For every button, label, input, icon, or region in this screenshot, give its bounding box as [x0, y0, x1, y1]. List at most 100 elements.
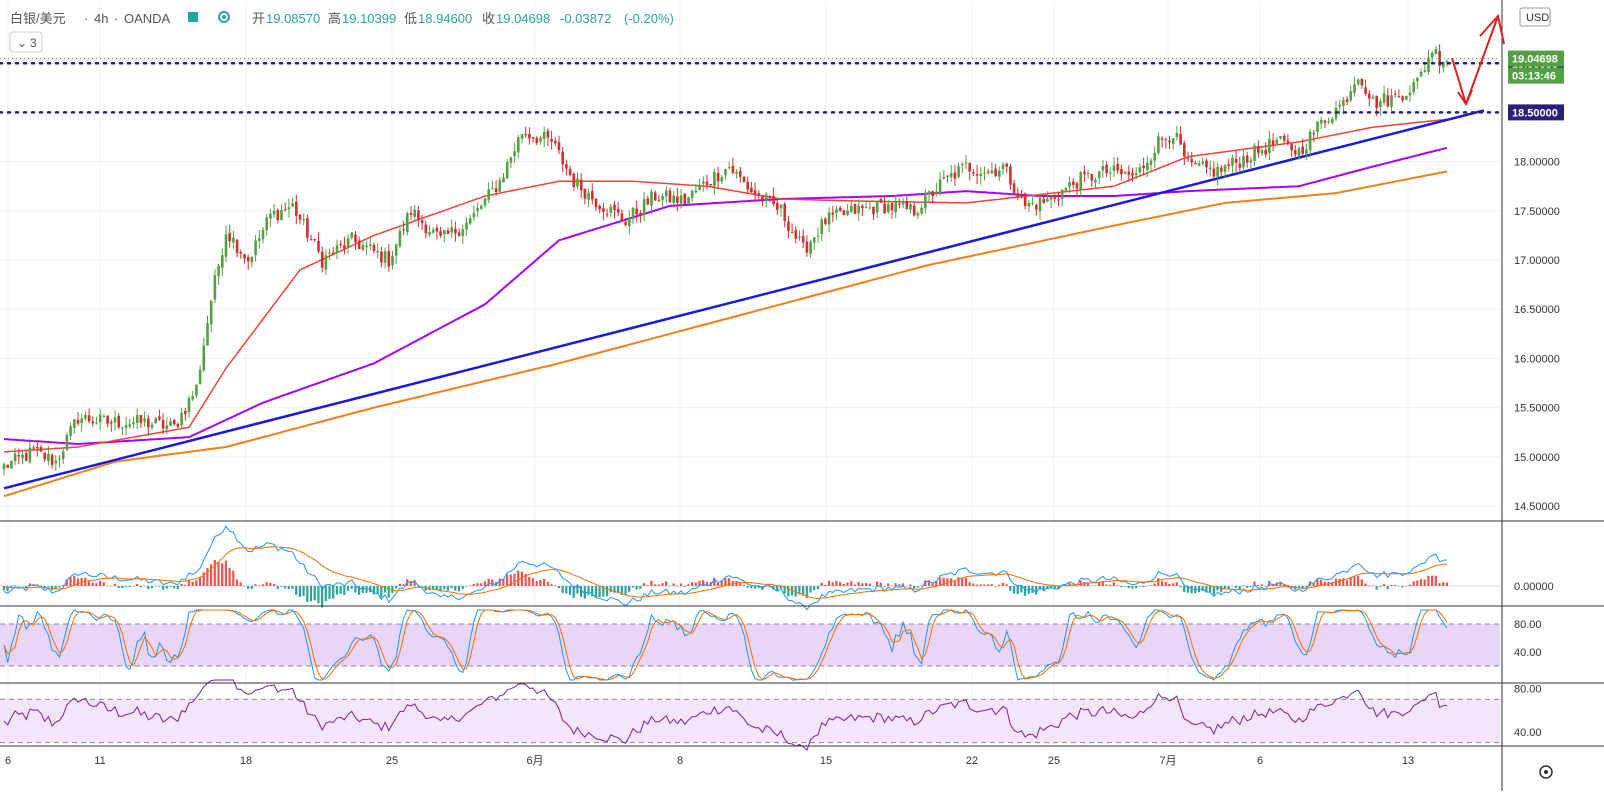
candle-body[interactable] [24, 453, 28, 461]
candle-body[interactable] [809, 241, 812, 254]
candle-body[interactable] [1035, 204, 1038, 210]
candle-body[interactable] [639, 212, 642, 215]
candle-body[interactable] [1412, 82, 1415, 92]
candle-body[interactable] [198, 369, 202, 384]
candle-body[interactable] [80, 418, 83, 423]
candle-body[interactable] [542, 132, 546, 139]
candle-body[interactable] [383, 251, 387, 263]
candle-body[interactable] [1072, 181, 1075, 185]
candle-body[interactable] [17, 454, 21, 457]
candle-body[interactable] [191, 396, 194, 400]
candle-body[interactable] [491, 188, 494, 190]
candle-body[interactable] [735, 171, 738, 175]
candle-body[interactable] [295, 201, 298, 216]
candle-body[interactable] [1005, 163, 1008, 167]
settings-gear-icon[interactable] [1539, 765, 1553, 779]
candle-body[interactable] [1375, 95, 1378, 108]
candle-body[interactable] [261, 229, 265, 240]
candle-body[interactable] [1393, 93, 1397, 95]
candle-body[interactable] [417, 210, 420, 220]
candle-body[interactable] [298, 214, 302, 220]
candle-body[interactable] [102, 415, 106, 417]
candle-body[interactable] [842, 210, 846, 216]
candle-body[interactable] [128, 424, 132, 427]
candle-body[interactable] [1397, 96, 1401, 98]
candle-body[interactable] [154, 418, 157, 424]
candle-body[interactable] [135, 414, 139, 424]
candle-body[interactable] [343, 244, 346, 249]
candle-body[interactable] [309, 239, 313, 241]
candle-body[interactable] [931, 191, 934, 196]
candle-body[interactable] [1027, 202, 1031, 207]
candle-body[interactable] [187, 398, 191, 413]
candle-body[interactable] [291, 203, 294, 207]
candle-body[interactable] [661, 195, 664, 201]
candle-body[interactable] [117, 415, 120, 428]
candle-body[interactable] [1386, 95, 1390, 107]
rsi-pane[interactable] [3, 679, 1448, 751]
candle-body[interactable] [1075, 183, 1079, 189]
candle-body[interactable] [772, 196, 775, 205]
candle-body[interactable] [394, 244, 398, 256]
candle-body[interactable] [787, 221, 790, 232]
candle-body[interactable] [1142, 165, 1145, 169]
candle-body[interactable] [195, 384, 198, 396]
candle-body[interactable] [243, 254, 246, 259]
candle-body[interactable] [184, 410, 187, 415]
candle-body[interactable] [1253, 145, 1256, 162]
candle-body[interactable] [894, 202, 897, 213]
stoch-pane[interactable] [3, 609, 1448, 681]
candle-body[interactable] [1301, 146, 1304, 154]
candle-body[interactable] [1171, 138, 1175, 144]
candle-body[interactable] [13, 453, 17, 462]
candle-body[interactable] [698, 184, 701, 191]
candle-body[interactable] [50, 454, 54, 465]
candle-body[interactable] [716, 172, 720, 182]
candle-body[interactable] [132, 422, 135, 425]
candle-body[interactable] [598, 205, 601, 210]
candle-body[interactable] [1001, 164, 1005, 169]
candle-body[interactable] [1083, 171, 1086, 175]
candle-body[interactable] [554, 140, 557, 144]
candle-body[interactable] [572, 173, 576, 188]
candle-body[interactable] [106, 415, 109, 424]
candle-body[interactable] [901, 201, 905, 205]
candle-body[interactable] [1308, 131, 1312, 151]
candle-body[interactable] [753, 190, 757, 195]
candle-body[interactable] [76, 419, 80, 424]
candle-body[interactable] [594, 198, 598, 208]
candle-body[interactable] [1401, 96, 1404, 101]
candle-body[interactable] [398, 230, 402, 247]
candle-body[interactable] [1264, 149, 1267, 155]
candle-body[interactable] [979, 173, 983, 177]
candle-body[interactable] [583, 188, 587, 199]
candle-body[interactable] [994, 168, 997, 176]
candle-body[interactable] [402, 229, 405, 231]
candle-body[interactable] [924, 193, 927, 209]
candle-body[interactable] [424, 224, 428, 234]
candle-body[interactable] [916, 213, 920, 216]
candle-body[interactable] [1271, 140, 1275, 145]
candle-body[interactable] [165, 425, 169, 429]
candle-body[interactable] [731, 165, 735, 173]
candle-body[interactable] [975, 174, 979, 176]
candle-body[interactable] [1360, 79, 1364, 86]
candle-body[interactable] [317, 241, 320, 252]
candle-body[interactable] [613, 204, 616, 210]
candle-body[interactable] [472, 212, 476, 218]
candle-body[interactable] [953, 172, 957, 179]
candle-body[interactable] [713, 172, 716, 187]
candle-body[interactable] [1046, 198, 1049, 202]
candle-body[interactable] [550, 139, 553, 142]
candle-body[interactable] [221, 255, 224, 268]
candle-body[interactable] [605, 213, 609, 215]
candle-body[interactable] [320, 251, 324, 268]
candle-body[interactable] [1419, 71, 1423, 77]
candle-body[interactable] [561, 151, 564, 165]
candle-body[interactable] [1146, 162, 1149, 171]
candle-body[interactable] [1312, 133, 1316, 135]
candle-body[interactable] [1338, 104, 1341, 107]
candle-body[interactable] [720, 177, 724, 182]
candle-body[interactable] [546, 130, 550, 138]
candle-body[interactable] [258, 238, 261, 241]
